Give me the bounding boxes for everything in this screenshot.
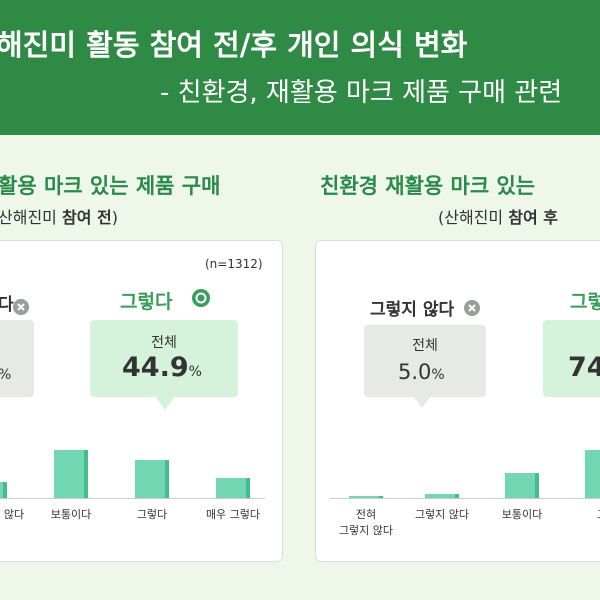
callout-name: 그렇 [570, 291, 600, 313]
callout-value: 44.9% [122, 352, 202, 383]
callout-value: 5.0% [398, 360, 445, 384]
value-number: 44.9 [122, 352, 189, 383]
value-number: 5.0 [398, 360, 432, 384]
x-icon [464, 300, 480, 316]
chart-title: 활용 마크 있는 제품 구매 [0, 174, 221, 198]
subtitle-text: ) [111, 208, 118, 227]
value-unit: % [431, 367, 445, 383]
x-tick-label: 보통이다 [501, 508, 543, 521]
header-title: 해진미 활동 참여 전/후 개인 의식 변화 [0, 28, 468, 62]
bar [135, 460, 169, 498]
callout-total: 전체 [412, 338, 438, 354]
chart-subtitle: 산해진미 참여 전) [0, 204, 118, 228]
bar [425, 493, 459, 498]
x-tick-label: 전혀 그렇지 않다 [338, 508, 394, 537]
baseline [330, 498, 600, 499]
positive-callout [543, 320, 600, 397]
chart-subtitle: (산해진미 참여 후 [438, 204, 558, 228]
header-subtitle: - 친환경, 재활용 마크 제품 구매 관련 [160, 78, 563, 108]
bar [54, 450, 88, 498]
callout-pointer [413, 396, 431, 408]
chart-panel [315, 240, 600, 562]
bar [216, 478, 250, 498]
callout-unit: % [0, 367, 11, 383]
chart-panel [0, 240, 283, 562]
value-unit: % [188, 364, 202, 380]
callout-name: 그렇지 않다 [370, 300, 455, 320]
x-tick-label: 그렇다 [136, 508, 168, 521]
o-icon [192, 289, 210, 307]
subtitle-bold: 참여 후 [508, 208, 558, 227]
negative-callout [364, 325, 486, 397]
x-icon [13, 299, 29, 315]
x-tick-label: 그렇지 않다 [414, 508, 470, 521]
callout-pointer [155, 396, 175, 410]
x-tick-label: 않다 [3, 508, 25, 521]
sample-note: (n=1312) [205, 257, 263, 271]
callout-name: 다 [0, 295, 14, 315]
chart-title: 친환경 재활용 마크 있는 [320, 174, 536, 198]
bar [505, 472, 539, 498]
bar [349, 495, 383, 498]
callout-total: 전체 [151, 335, 177, 351]
x-tick-label: 그 [562, 507, 600, 523]
subtitle-text: (산해진미 [438, 208, 509, 227]
bar [585, 450, 600, 498]
bar [0, 482, 7, 498]
header-band [0, 0, 600, 135]
baseline [0, 498, 265, 499]
x-tick-label: 매우 그렇다 [205, 508, 261, 521]
subtitle-bold: 참여 전 [61, 208, 112, 227]
value-number: 74 [568, 352, 600, 383]
negative-callout [0, 320, 34, 397]
x-tick-label: 보통이다 [50, 508, 92, 521]
positive-callout [90, 320, 238, 397]
callout-name: 그렇다 [120, 291, 173, 313]
subtitle-text: 산해진미 [0, 208, 62, 227]
